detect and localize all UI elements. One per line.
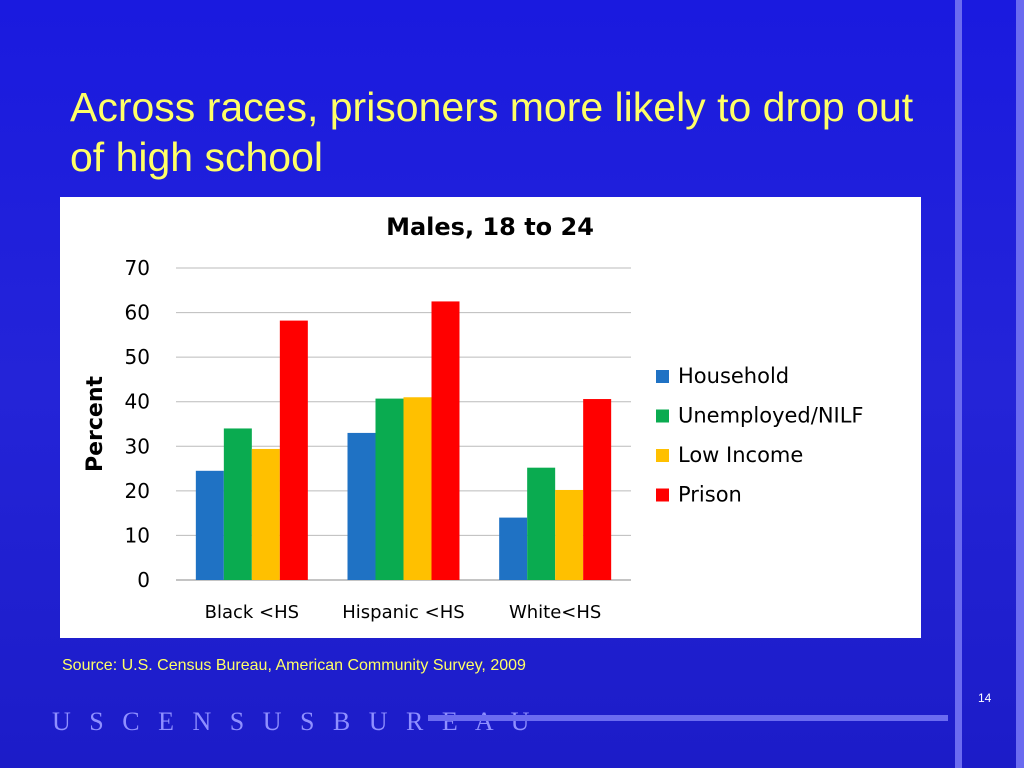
decorative-vertical-line (955, 0, 962, 768)
chart-panel: Males, 18 to 24 0 10 20 30 40 50 60 70 Percent Bla… (60, 197, 921, 638)
page-number: 14 (978, 691, 992, 705)
legend-swatch (656, 449, 669, 462)
y-tick-label: 40 (125, 390, 150, 414)
source-note: Source: U.S. Census Bureau, American Com… (62, 657, 526, 674)
bar-low-income (251, 448, 280, 580)
legend-swatch (656, 409, 669, 423)
y-axis-label: Percent (83, 376, 108, 473)
legend-label: Prison (678, 483, 742, 507)
chart-title: Males, 18 to 24 (386, 213, 594, 241)
x-tick-label: White<HS (509, 602, 601, 623)
bar-prison (279, 320, 308, 580)
x-tick-label: Black <HS (205, 602, 299, 623)
y-tick-label: 20 (125, 479, 150, 503)
bar-chart: Males, 18 to 24 0 10 20 30 40 50 60 70 Percent Bla… (83, 213, 864, 623)
legend-swatch (656, 488, 669, 502)
bar-prison (583, 399, 612, 580)
bar-household (499, 517, 528, 580)
legend-label: Household (678, 364, 789, 388)
bar-prison (431, 301, 460, 580)
y-tick-label: 50 (125, 345, 150, 369)
slide-title: Across races, prisoners more likely to d… (70, 84, 914, 180)
bar-unemployed-nilf (223, 428, 252, 580)
census-bureau-logo: U S C E N S U S B U R E A U (52, 707, 536, 736)
bar-low-income (403, 397, 432, 580)
y-tick-label: 10 (125, 523, 150, 547)
bar-household (347, 432, 376, 580)
y-tick-label: 0 (137, 568, 150, 592)
legend-label: Unemployed/NILF (678, 404, 864, 428)
decorative-right-edge (1016, 0, 1024, 768)
footer-rule (428, 715, 948, 721)
x-tick-label: Hispanic <HS (342, 602, 464, 623)
legend-label: Low Income (678, 443, 803, 467)
bar-unemployed-nilf (527, 467, 556, 580)
y-tick-label: 60 (125, 301, 150, 325)
y-tick-label: 70 (125, 256, 150, 280)
bar-low-income (555, 489, 584, 580)
bar-unemployed-nilf (375, 398, 404, 580)
bar-household (195, 470, 224, 580)
legend-swatch (656, 370, 669, 383)
y-tick-label: 30 (125, 434, 150, 458)
